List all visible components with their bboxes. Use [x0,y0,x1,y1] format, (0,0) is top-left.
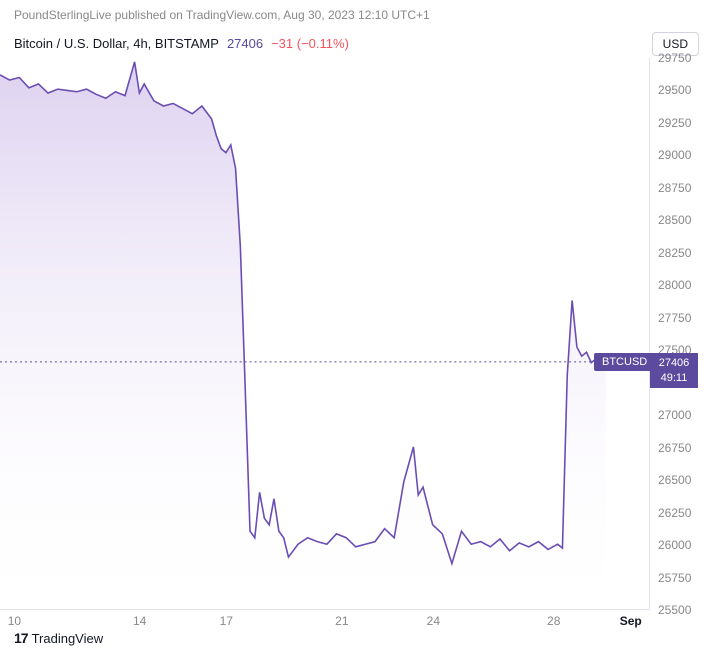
tv-icon: 17 [14,630,28,646]
y-tick-label: 28500 [658,213,691,227]
symbol-change: −31 (−0.11%) [271,36,349,51]
y-tick-label: 26500 [658,473,691,487]
price-tag-value: 27406 [656,356,692,370]
y-tick-label: 25750 [658,571,691,585]
y-tick-label: 26750 [658,441,691,455]
y-tick-label: 25500 [658,603,691,617]
y-tick-label: 29000 [658,148,691,162]
x-tick-label: 24 [427,614,440,628]
pair-badge: BTCUSD [594,353,655,371]
y-tick-label: 26000 [658,538,691,552]
y-tick-label: 29250 [658,116,691,130]
y-tick-label: 27000 [658,408,691,422]
chart-plot-area[interactable] [0,58,650,610]
symbol-header: Bitcoin / U.S. Dollar, 4h, BITSTAMP 2740… [14,36,349,51]
tv-brand-text: TradingView [32,631,104,646]
publisher-info: PoundSterlingLive published on TradingVi… [14,8,430,22]
tradingview-logo[interactable]: 17 TradingView [14,630,103,646]
y-axis: 2550025750260002625026500267502700027500… [650,58,711,610]
price-tag-countdown: 49:11 [656,371,692,385]
y-tick-label: 28250 [658,246,691,260]
x-tick-label: 21 [335,614,348,628]
y-tick-label: 29750 [658,51,691,65]
x-tick-label: Sep [620,614,642,628]
y-tick-label: 27750 [658,311,691,325]
symbol-title: Bitcoin / U.S. Dollar, 4h, BITSTAMP [14,36,219,51]
x-tick-label: 28 [547,614,560,628]
x-tick-label: 10 [8,614,21,628]
x-tick-label: 17 [220,614,233,628]
current-price-tag: 2740649:11 [650,353,698,388]
x-tick-label: 14 [133,614,146,628]
y-tick-label: 28750 [658,181,691,195]
price-chart-svg [0,58,649,609]
y-tick-label: 28000 [658,278,691,292]
y-tick-label: 29500 [658,83,691,97]
symbol-price: 27406 [227,36,263,51]
y-tick-label: 26250 [658,506,691,520]
